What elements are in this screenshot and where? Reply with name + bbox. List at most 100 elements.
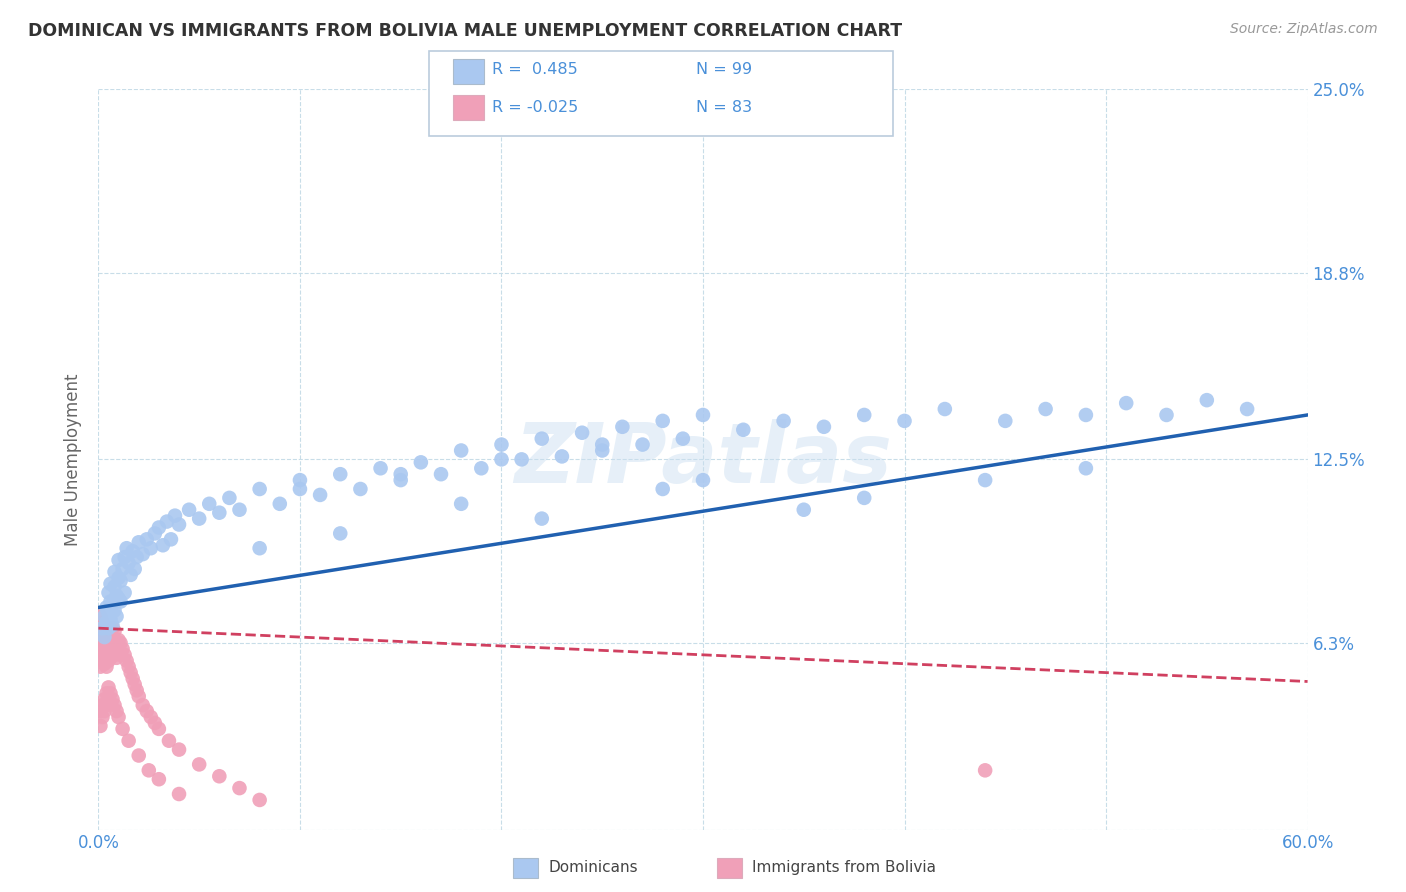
Point [96,686,118,700]
Point [249,793,271,807]
Point [101,645,124,659]
Point [167,742,190,756]
Point [450,497,472,511]
Point [249,482,271,496]
Point [115,654,138,668]
Point [103,565,125,579]
Point [612,419,634,434]
Point [103,624,125,639]
Point [692,473,714,487]
Point [91,627,114,641]
Point [121,672,143,686]
Point [934,402,956,417]
Point [132,547,155,561]
Point [124,562,146,576]
Point [148,520,170,534]
Point [349,482,371,496]
Point [1195,393,1218,408]
Point [139,710,162,724]
Point [228,502,250,516]
Point [591,443,613,458]
Point [198,497,221,511]
Point [591,437,613,451]
Point [97,648,120,662]
Point [114,585,136,599]
Point [103,698,125,713]
Point [974,473,997,487]
Point [101,692,124,706]
Point [107,633,129,648]
Point [389,473,412,487]
Point [96,698,118,713]
Point [1115,396,1137,410]
Point [793,502,815,516]
Point [91,615,114,630]
Point [491,437,513,451]
Point [551,450,574,464]
Point [103,636,125,650]
Point [651,482,673,496]
Point [692,408,714,422]
Point [430,467,453,482]
Point [853,408,876,422]
Point [91,710,114,724]
Point [370,461,392,475]
Point [135,533,157,547]
Point [93,704,115,718]
Point [105,589,128,603]
Point [510,452,533,467]
Point [111,562,134,576]
Point [96,659,118,673]
Point [167,787,190,801]
Point [93,621,115,635]
Point [893,414,915,428]
Point [309,488,332,502]
Point [91,698,114,713]
Point [100,612,122,626]
Point [100,639,122,653]
Point [208,506,231,520]
Point [120,665,142,680]
Point [530,432,553,446]
Point [994,414,1017,428]
Point [91,621,114,635]
Point [97,681,120,695]
Point [101,598,124,612]
Point [288,473,311,487]
Text: ZIPatlas: ZIPatlas [515,419,891,500]
Text: Source: ZipAtlas.com: Source: ZipAtlas.com [1230,22,1378,37]
Point [128,690,150,704]
Point [93,633,115,648]
Point [143,526,166,541]
Point [100,627,122,641]
Point [156,515,179,529]
Text: R = -0.025: R = -0.025 [492,100,578,114]
Point [89,645,111,659]
Point [96,627,118,641]
Point [1156,408,1178,422]
Point [125,550,148,565]
Point [114,550,136,565]
Point [93,627,115,641]
Point [89,719,111,733]
Point [93,645,115,659]
Point [93,692,115,706]
Point [389,467,412,482]
Y-axis label: Male Unemployment: Male Unemployment [65,373,83,546]
Point [97,621,120,635]
Point [143,715,166,730]
Point [329,467,352,482]
Point [152,538,174,552]
Point [249,541,271,556]
Point [138,764,160,778]
Point [111,722,134,736]
Point [218,491,240,505]
Point [148,772,170,787]
Point [96,650,118,665]
Point [101,618,124,632]
Point [631,437,654,451]
Point [121,544,143,558]
Point [93,657,115,671]
Point [97,585,120,599]
Point [100,650,122,665]
